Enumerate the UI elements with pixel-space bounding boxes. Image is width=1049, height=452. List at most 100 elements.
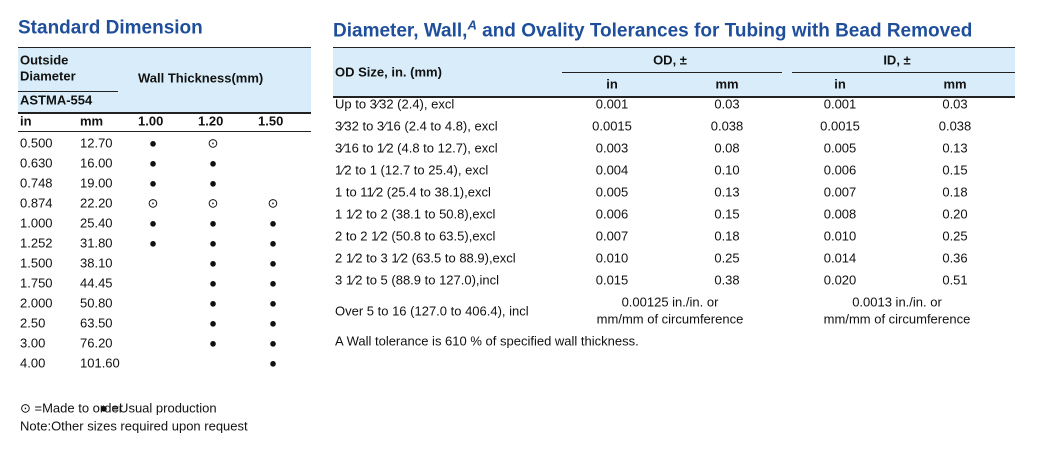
cell: 3.00: [20, 335, 46, 351]
cell: 3⁄32 to 3⁄16 (2.4 to 4.8), excl: [335, 118, 498, 134]
cell: 1.500: [20, 255, 53, 271]
column-header: in: [20, 113, 32, 129]
column-header: in: [834, 76, 846, 92]
title-text: and Ovality Tolerances for Tubing with B…: [476, 20, 973, 42]
cell: ●: [209, 275, 217, 291]
cell: 44.45: [80, 275, 113, 291]
cell: 25.40: [80, 215, 113, 231]
cell: 0.13: [942, 140, 968, 156]
rule: [333, 96, 1015, 98]
cell: 0.500: [20, 135, 53, 151]
column-header: 1.50: [258, 113, 284, 129]
cell: ●: [149, 215, 157, 231]
cell: 0.015: [595, 272, 629, 288]
cell: ⊙: [267, 195, 279, 211]
cell: ●: [269, 235, 277, 251]
cell: 0.005: [823, 140, 857, 156]
cell: 0.15: [714, 206, 740, 222]
cell: 1 1⁄2 to 2 (38.1 to 50.8),excl: [335, 206, 496, 222]
cell: 2.50: [20, 315, 46, 331]
cell: ●: [269, 255, 277, 271]
cell: ●: [269, 275, 277, 291]
cell: 0.874: [20, 195, 53, 211]
header: ID, ±: [883, 52, 911, 68]
cell: 0.014: [823, 250, 857, 266]
cell: Up to 3⁄32 (2.4), excl: [335, 96, 455, 112]
cell: 0.0015: [820, 118, 860, 134]
cell: 0.007: [823, 184, 857, 200]
header: Outside: [20, 52, 69, 68]
rule: [18, 131, 311, 132]
rule: [18, 47, 311, 48]
cell: ●: [209, 295, 217, 311]
cell: ⊙: [207, 195, 219, 211]
cell: 0.038: [938, 118, 972, 134]
cell: 0.038: [710, 118, 744, 134]
rule: [562, 72, 782, 73]
column-header: 1.20: [198, 113, 224, 129]
cell: ⊙: [147, 195, 159, 211]
header: Diameter: [20, 68, 76, 84]
cell: 1.000: [20, 215, 53, 231]
cell: 12.70: [80, 135, 113, 151]
cell: 0.001: [823, 96, 857, 112]
column-header: mm: [943, 76, 967, 92]
legend: ⊙ =Made to order: [20, 400, 124, 416]
cell: 1.252: [20, 235, 53, 251]
cell: 0.003: [595, 140, 629, 156]
cell: 16.00: [80, 155, 113, 171]
cell: 4.00: [20, 355, 46, 371]
legend: ● =Usual production: [100, 400, 217, 416]
cell: 0.38: [714, 272, 740, 288]
header: Wall Thickness(mm): [138, 70, 264, 86]
rule: [18, 112, 311, 114]
cell: ●: [209, 235, 217, 251]
cell: 1⁄2 to 1 (12.7 to 25.4), excl: [335, 162, 489, 178]
cell: 31.80: [80, 235, 113, 251]
cell: ●: [209, 255, 217, 271]
column-header: in: [606, 76, 618, 92]
cell: 0.15: [942, 162, 968, 178]
cell: 0.007: [595, 228, 629, 244]
cell: 0.006: [823, 162, 857, 178]
cell: ●: [149, 235, 157, 251]
column-header: 1.00: [138, 113, 164, 129]
cell: 0.13: [714, 184, 740, 200]
cell: Over 5 to 16 (127.0 to 406.4), incl: [335, 303, 529, 319]
footnote: A Wall tolerance is 610 % of specified w…: [335, 333, 639, 349]
cell: ●: [209, 155, 217, 171]
cell: 0.25: [942, 228, 968, 244]
left-title: Standard Dimension: [18, 17, 203, 39]
cell: 0.25: [714, 250, 740, 266]
cell: 0.630: [20, 155, 53, 171]
cell: ⊙: [207, 135, 219, 151]
cell: 0.10: [714, 162, 740, 178]
cell: 0.03: [714, 96, 740, 112]
header: OD Size, in. (mm): [335, 64, 442, 80]
cell: 22.20: [80, 195, 113, 211]
cell: 76.20: [80, 335, 113, 351]
title-text: Diameter, Wall,: [333, 20, 468, 42]
cell: 0.001: [595, 96, 629, 112]
cell: ●: [209, 215, 217, 231]
cell: 0.18: [714, 228, 740, 244]
cell: ●: [209, 175, 217, 191]
cell: ●: [269, 215, 277, 231]
cell: 0.0013 in./in. or: [852, 294, 942, 310]
cell: 50.80: [80, 295, 113, 311]
cell: 38.10: [80, 255, 113, 271]
cell: ●: [149, 155, 157, 171]
cell: 2 1⁄2 to 3 1⁄2 (63.5 to 88.9),excl: [335, 250, 516, 266]
cell: 0.020: [823, 272, 857, 288]
cell: 0.51: [942, 272, 968, 288]
cell: ●: [269, 295, 277, 311]
cell: ●: [209, 315, 217, 331]
rule: [333, 47, 1015, 48]
cell: 0.0015: [592, 118, 632, 134]
cell: 0.004: [595, 162, 629, 178]
cell: 0.20: [942, 206, 968, 222]
header: OD, ±: [653, 52, 687, 68]
footnote-mark: A: [467, 17, 477, 33]
cell: 2.000: [20, 295, 53, 311]
